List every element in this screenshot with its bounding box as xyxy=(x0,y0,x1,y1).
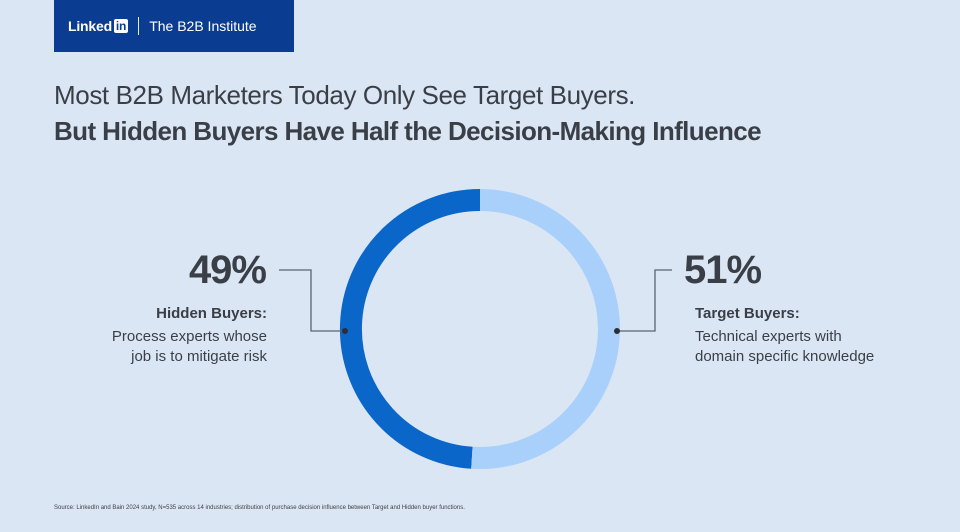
target-buyers-heading: Target Buyers: xyxy=(695,305,800,322)
logo-in-box: in xyxy=(113,19,129,33)
hidden-buyers-percent: 49% xyxy=(188,248,267,292)
brand-divider xyxy=(138,17,140,35)
hidden-buyers-desc-line-1: Process experts whose xyxy=(111,328,267,345)
linkedin-logo: Linked in xyxy=(68,18,129,34)
hidden-buyers-heading: Hidden Buyers: xyxy=(156,305,267,322)
brand-bar: Linked in The B2B Institute xyxy=(54,0,294,52)
connector-dot-target-buyers xyxy=(614,328,620,334)
hidden-buyers-desc-line-2: job is to mitigate risk xyxy=(131,348,267,365)
slice-hidden-buyers xyxy=(339,189,481,469)
target-buyers-percent: 51% xyxy=(684,248,762,292)
connector-target-buyers xyxy=(617,269,672,332)
target-buyers-desc-line-1: Technical experts with xyxy=(695,328,842,345)
connector-dot-hidden-buyers xyxy=(342,328,348,334)
logo-word: Linked xyxy=(68,18,112,34)
title-line-2: But Hidden Buyers Have Half the Decision… xyxy=(54,116,762,146)
source-footnote: Source: LinkedIn and Bain 2024 study, N=… xyxy=(54,505,465,511)
target-buyers-desc-line-2: domain specific knowledge xyxy=(695,348,875,365)
title-line-1: Most B2B Marketers Today Only See Target… xyxy=(54,80,635,110)
connector-hidden-buyers xyxy=(279,269,345,332)
slice-target-buyers xyxy=(471,189,620,469)
brand-name: The B2B Institute xyxy=(149,18,257,34)
